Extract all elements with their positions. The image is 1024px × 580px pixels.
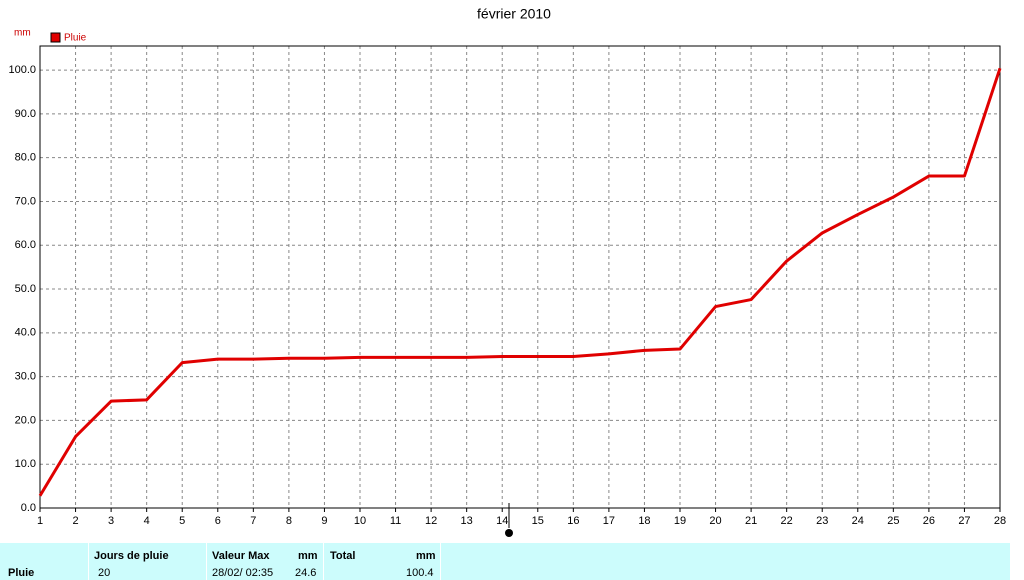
x-tick-label: 20 <box>709 515 721 527</box>
plot-frame <box>39 45 1001 509</box>
x-tick-label: 2 <box>72 515 78 527</box>
x-tick-label: 24 <box>852 515 864 527</box>
separator <box>206 543 207 580</box>
column-header: Valeur Max <box>212 550 270 562</box>
x-tick-label: 7 <box>250 515 256 527</box>
x-tick-label: 21 <box>745 515 757 527</box>
column-header: Jours de pluie <box>94 550 169 562</box>
x-tick-label: 5 <box>179 515 185 527</box>
x-tick-label: 4 <box>144 515 150 527</box>
x-tick-label: 28 <box>994 515 1006 527</box>
chart-title: février 2010 <box>477 6 551 22</box>
cell-value: 20 <box>98 567 111 579</box>
data-line <box>38 67 1002 497</box>
separator <box>440 543 441 580</box>
cell-value: 100.4 <box>406 567 434 579</box>
x-tick-label: 12 <box>425 515 437 527</box>
x-tick-label: 6 <box>215 515 221 527</box>
x-tick-label: 10 <box>354 515 366 527</box>
y-tick-label: 20.0 <box>15 414 36 426</box>
x-tick-label: 23 <box>816 515 828 527</box>
column-header: Total <box>330 550 356 562</box>
cursor-handle <box>505 529 513 537</box>
y-tick-label: 0.0 <box>21 502 36 514</box>
y-tick-label: 90.0 <box>15 108 36 120</box>
row-label: Pluie <box>8 567 35 579</box>
y-tick-label: 10.0 <box>15 458 36 470</box>
x-tick-label: 17 <box>603 515 615 527</box>
x-tick-label: 9 <box>321 515 327 527</box>
summary-bar: Pluie Jours de pluie 20 Valeur Max mm 28… <box>0 543 1010 580</box>
y-tick-label: 70.0 <box>15 195 36 207</box>
x-tick-label: 8 <box>286 515 292 527</box>
y-tick-label: 50.0 <box>15 283 36 295</box>
x-tick-label: 11 <box>390 515 401 527</box>
separator <box>88 543 89 580</box>
legend-swatch <box>50 32 61 43</box>
y-tick-label: 80.0 <box>15 152 36 164</box>
x-tick-label: 15 <box>532 515 544 527</box>
x-tick-label: 25 <box>887 515 899 527</box>
x-tick-label: 27 <box>958 515 970 527</box>
x-tick-label: 22 <box>781 515 793 527</box>
x-tick-label: 14 <box>496 515 508 527</box>
x-tick-label: 3 <box>108 515 114 527</box>
x-tick-label: 16 <box>567 515 579 527</box>
y-tick-label: 40.0 <box>15 327 36 339</box>
cell-date: 28/02/ 02:35 <box>212 567 274 579</box>
chart: février 2010 mm 0.0 10.0 20.0 30.0 40.0 50.0 6… <box>8 6 1006 537</box>
column-unit: mm <box>416 550 436 562</box>
x-tick-label: 1 <box>37 515 43 527</box>
cell-value: 24.6 <box>295 567 317 579</box>
column-unit: mm <box>298 550 318 562</box>
x-tick-label: 19 <box>674 515 686 527</box>
y-tick-label: 100.0 <box>8 64 36 76</box>
x-tick-label: 26 <box>923 515 935 527</box>
x-tick-label: 18 <box>638 515 650 527</box>
legend-label: Pluie <box>64 33 87 44</box>
x-tick-label: 13 <box>461 515 473 527</box>
separator <box>323 543 324 580</box>
y-axis-label: mm <box>14 28 31 39</box>
y-tick-label: 30.0 <box>15 371 36 383</box>
y-tick-label: 60.0 <box>15 239 36 251</box>
